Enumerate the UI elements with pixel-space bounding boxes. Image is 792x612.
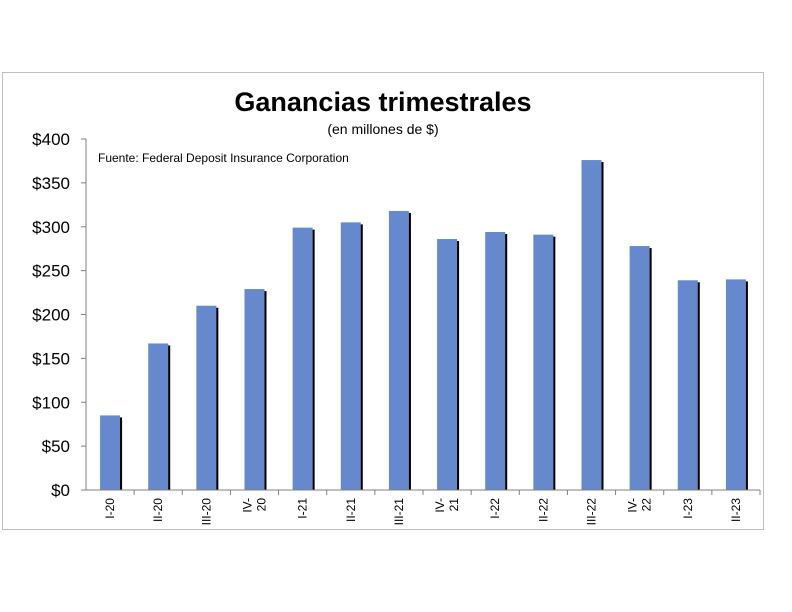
bar xyxy=(388,210,409,490)
x-tick-label: I-22 xyxy=(488,498,502,519)
bar xyxy=(581,160,602,490)
bar xyxy=(437,239,458,490)
y-tick-label: $200 xyxy=(32,306,70,325)
y-tick-label: $350 xyxy=(32,174,70,193)
bar xyxy=(100,415,121,490)
bar xyxy=(292,227,313,490)
chart-svg: Ganancias trimestrales (en millones de $… xyxy=(32,87,761,526)
x-tick-label: II-20 xyxy=(151,498,165,522)
bar xyxy=(629,246,650,490)
chart-title: Ganancias trimestrales xyxy=(234,87,531,117)
x-tick-label: 21 xyxy=(447,498,461,512)
y-tick-label: $100 xyxy=(32,393,70,412)
y-tick-label: $300 xyxy=(32,218,70,237)
bar xyxy=(533,234,554,490)
chart-subtitle: (en millones de $) xyxy=(327,121,438,137)
y-tick-label: $0 xyxy=(51,481,70,500)
x-tick-label: II-23 xyxy=(729,498,743,522)
x-tick-label: IV- xyxy=(241,498,255,513)
bar xyxy=(485,232,506,490)
chart-frame: Ganancias trimestrales (en millones de $… xyxy=(2,72,764,530)
bar xyxy=(725,279,746,490)
x-tick-label: I-23 xyxy=(681,498,695,519)
x-tick-label: II-21 xyxy=(344,498,358,522)
x-tick-label: I-20 xyxy=(103,498,117,519)
x-tick-label: III-20 xyxy=(199,498,213,526)
x-axis: I-20 II-20 III-20 IV- 20 I-21 II-21 III-21 IV- 21… xyxy=(86,489,761,526)
x-tick-label: 22 xyxy=(640,498,654,512)
bars-group xyxy=(100,160,748,491)
x-tick-label: IV- xyxy=(626,498,640,513)
bar xyxy=(196,305,217,490)
bar xyxy=(148,343,169,490)
bar xyxy=(677,280,698,490)
y-tick-label: $150 xyxy=(32,349,70,368)
bar xyxy=(340,222,361,491)
x-tick-label: IV- xyxy=(433,498,447,513)
x-tick-label: III-22 xyxy=(585,498,599,526)
bar xyxy=(244,289,265,490)
x-tick-label: II-22 xyxy=(536,498,550,522)
x-tick-label: I-21 xyxy=(296,498,310,519)
x-tick-label: 20 xyxy=(255,498,269,512)
y-tick-label: $250 xyxy=(32,262,70,281)
x-tick-label: III-21 xyxy=(392,498,406,526)
y-tick-label: $400 xyxy=(32,130,70,149)
y-axis: $0 $50 $100 $150 $200 $250 $300 $350 $400 xyxy=(32,130,87,500)
chart-source-note: Fuente: Federal Deposit Insurance Corpor… xyxy=(98,151,349,165)
y-tick-label: $50 xyxy=(42,437,70,456)
